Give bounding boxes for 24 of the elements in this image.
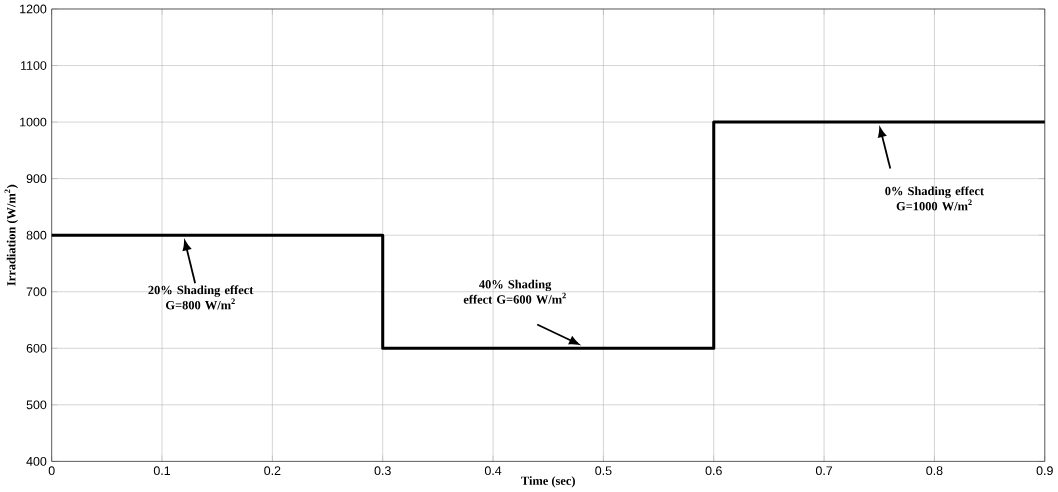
y-tick-label: 600	[26, 343, 47, 353]
y-tick-label: 500	[26, 400, 47, 410]
annotation: 40% Shading effect G=600 W/m$^{2}$	[463, 279, 566, 304]
y-tick-label: 700	[26, 287, 47, 297]
x-axis-title: Time (sec)	[521, 476, 575, 488]
x-tick-label: 0.3	[374, 466, 391, 476]
y-tick-label: 400	[26, 456, 47, 466]
x-tick-label: 0.1	[153, 466, 171, 476]
x-tick-label: 0.4	[484, 466, 502, 476]
y-tick-label: 1000	[20, 117, 47, 127]
x-tick-label: 0.8	[926, 466, 943, 476]
x-tick-label: 0.9	[1036, 466, 1053, 476]
y-axis-title: Irradiation (W/m$^{2}$)	[4, 184, 18, 286]
x-tick-label: 0.7	[815, 466, 833, 476]
y-tick-label: 1200	[20, 4, 47, 14]
x-tick-label: 0.2	[264, 466, 281, 476]
x-tick-label: 0.5	[595, 466, 612, 476]
y-tick-label: 900	[26, 174, 47, 183]
y-tick-label: 1100	[21, 61, 47, 70]
x-tick-label: 0	[48, 466, 55, 476]
annotation: 20% Shading effect G=800 W/m$^{2}$	[148, 285, 254, 310]
annotation: 0% Shading effect G=1000 W/m$^{2}$	[885, 186, 985, 211]
x-tick-label: 0.6	[705, 466, 722, 476]
y-tick-label: 800	[26, 230, 47, 240]
